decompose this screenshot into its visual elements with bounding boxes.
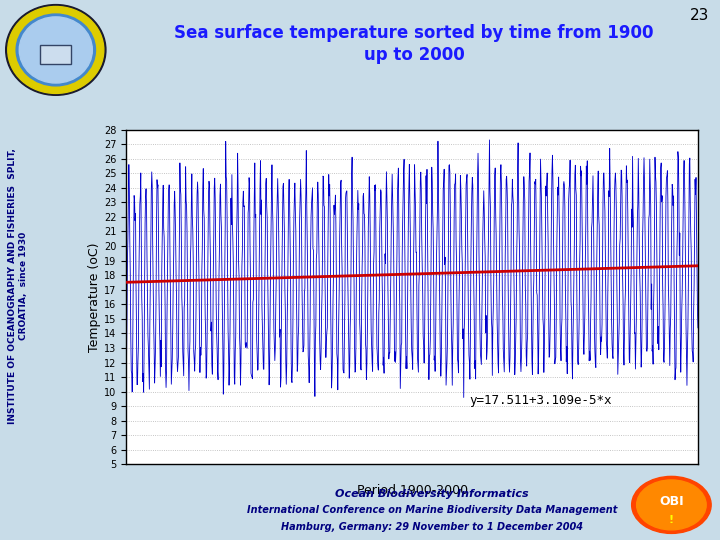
- Y-axis label: Temperature (oC): Temperature (oC): [88, 242, 101, 352]
- Circle shape: [636, 480, 706, 530]
- Text: y=17.511+3.109e-5*x: y=17.511+3.109e-5*x: [469, 394, 612, 407]
- Text: Ocean Biodiversity Informatics: Ocean Biodiversity Informatics: [336, 489, 528, 499]
- Circle shape: [8, 6, 104, 93]
- Circle shape: [19, 17, 92, 83]
- Text: OBI: OBI: [659, 495, 684, 509]
- Text: !: !: [669, 515, 674, 525]
- Text: International Conference on Marine Biodiversity Data Management: International Conference on Marine Biodi…: [247, 505, 617, 515]
- Text: Hamburg, Germany: 29 November to 1 December 2004: Hamburg, Germany: 29 November to 1 Decem…: [281, 522, 583, 531]
- Text: INSTITUTE OF OCEANOGRAPHY AND FISHERIES  SPLIT,
CROATIA,  since 1930: INSTITUTE OF OCEANOGRAPHY AND FISHERIES …: [9, 148, 27, 424]
- Text: Period 1900-2000: Period 1900-2000: [356, 484, 468, 497]
- Circle shape: [16, 14, 96, 86]
- Circle shape: [631, 476, 711, 534]
- Circle shape: [6, 5, 106, 96]
- FancyBboxPatch shape: [40, 45, 71, 64]
- Text: Sea surface temperature sorted by time from 1900: Sea surface temperature sorted by time f…: [174, 24, 654, 42]
- Text: 23: 23: [690, 8, 709, 23]
- Text: up to 2000: up to 2000: [364, 46, 464, 64]
